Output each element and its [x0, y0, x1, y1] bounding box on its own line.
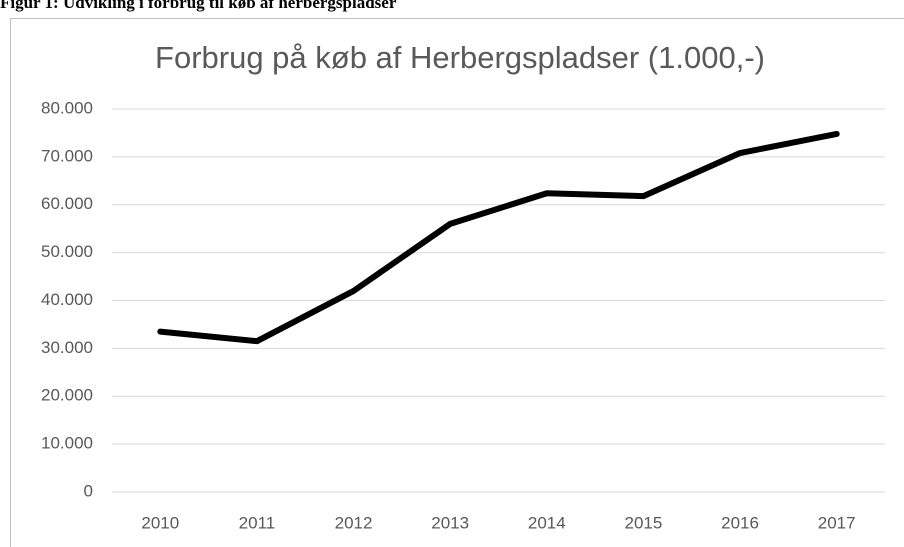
y-tick-label: 40.000 — [41, 290, 93, 309]
y-tick-label: 70.000 — [41, 146, 93, 165]
x-tick-label: 2011 — [239, 513, 276, 532]
y-tick-label: 50.000 — [41, 242, 93, 261]
y-tick-label: 10.000 — [41, 434, 93, 453]
x-tick-label: 2014 — [528, 513, 566, 532]
x-tick-label: 2016 — [721, 513, 759, 532]
chart-frame — [10, 18, 904, 547]
y-tick-label: 20.000 — [41, 386, 93, 405]
x-tick-label: 2012 — [335, 513, 373, 532]
y-tick-label: 80.000 — [41, 98, 93, 117]
caption: Figur 1: Udvikling i forbrug til køb af … — [0, 0, 397, 12]
chart-title: Forbrug på køb af Herbergspladser (1.000… — [155, 40, 765, 75]
y-tick-label: 60.000 — [41, 194, 93, 213]
y-tick-label: 30.000 — [41, 338, 93, 357]
x-tick-label: 2017 — [818, 513, 856, 532]
x-tick-label: 2015 — [625, 513, 663, 532]
y-tick-label: 0 — [84, 481, 93, 500]
x-tick-label: 2013 — [431, 513, 469, 532]
data-line — [157, 130, 840, 345]
x-tick-label: 2010 — [141, 513, 179, 532]
